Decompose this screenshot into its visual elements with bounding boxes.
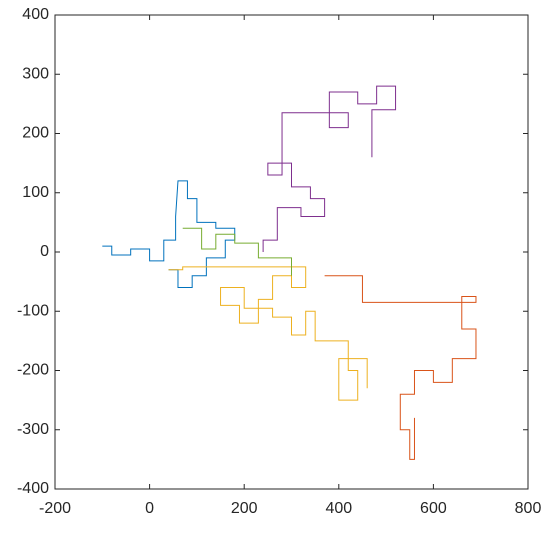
y-tick-label: -100 — [17, 302, 49, 319]
y-tick-label: -300 — [17, 421, 49, 438]
x-tick-label: -200 — [39, 500, 71, 517]
y-tick-label: 300 — [22, 65, 49, 82]
x-tick-label: 200 — [231, 500, 258, 517]
walk-line — [262, 85, 397, 252]
y-tick-label: -200 — [17, 362, 49, 379]
x-tick-label: 800 — [515, 500, 542, 517]
plot-area — [54, 14, 529, 490]
x-tick-label: 0 — [145, 500, 154, 517]
y-tick-label: 0 — [40, 243, 49, 260]
y-tick-label: 100 — [22, 184, 49, 201]
walk-line — [324, 275, 477, 460]
y-tick-label: -400 — [17, 480, 49, 497]
walk-line — [182, 227, 292, 276]
x-tick-label: 400 — [325, 500, 352, 517]
y-tick-label: 200 — [22, 125, 49, 142]
walk-line — [168, 266, 368, 401]
x-tick-label: 600 — [420, 500, 447, 517]
y-tick-label: 400 — [22, 6, 49, 23]
walk-line — [102, 180, 236, 289]
